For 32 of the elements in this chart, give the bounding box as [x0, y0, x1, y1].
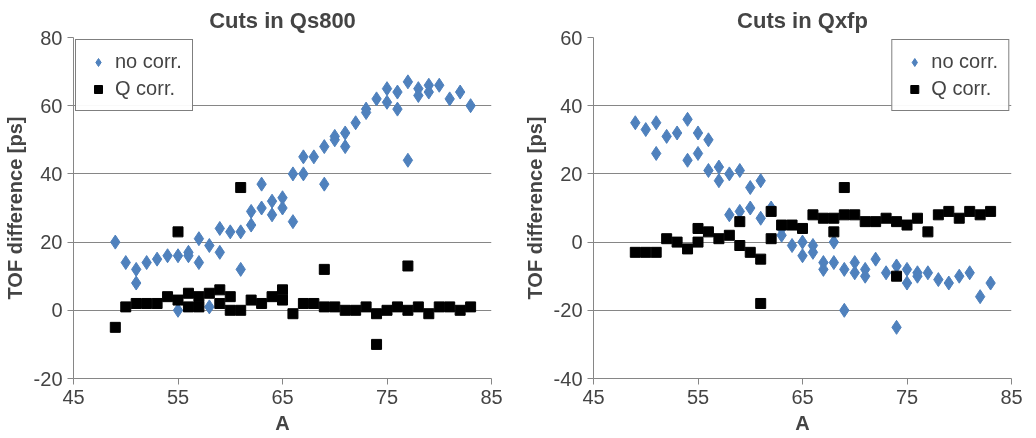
- y-tick-label: 40: [560, 94, 583, 117]
- x-tick-label: 85: [480, 385, 503, 408]
- y-tick-label: 60: [40, 94, 63, 117]
- x-tick-label: 65: [791, 385, 814, 408]
- legend-label: Q corr.: [931, 77, 992, 100]
- legend-label: no corr.: [115, 50, 182, 73]
- chart-title: Cuts in Qxfp: [737, 7, 868, 33]
- x-axis-title: A: [275, 411, 290, 434]
- y-tick-label: 20: [40, 231, 63, 254]
- legend-label: Q corr.: [115, 77, 176, 100]
- y-tick-label: 0: [51, 299, 63, 322]
- x-axis-title: A: [795, 411, 810, 434]
- y-tick-label: -20: [33, 367, 63, 390]
- x-tick-label: 85: [1000, 385, 1023, 408]
- x-tick-label: 65: [271, 385, 294, 408]
- x-tick-label: 75: [375, 385, 399, 408]
- x-tick-label: 75: [895, 385, 919, 408]
- x-tick-label: 55: [166, 385, 190, 408]
- chart-title: Cuts in Qs800: [209, 7, 356, 33]
- y-tick-label: 0: [571, 231, 583, 254]
- y-tick-label: 20: [560, 162, 583, 185]
- y-tick-label: 80: [40, 26, 63, 49]
- y-tick-label: -20: [553, 299, 583, 322]
- legend-label: no corr.: [931, 50, 998, 73]
- x-tick-label: 45: [62, 385, 85, 408]
- y-tick-label: -40: [553, 367, 583, 390]
- x-tick-label: 55: [686, 385, 710, 408]
- x-tick-label: 45: [582, 385, 605, 408]
- y-tick-label: 60: [560, 26, 583, 49]
- y-axis-title: TOF difference [ps]: [3, 116, 26, 300]
- y-tick-label: 40: [40, 162, 63, 185]
- y-axis-title: TOF difference [ps]: [523, 116, 546, 300]
